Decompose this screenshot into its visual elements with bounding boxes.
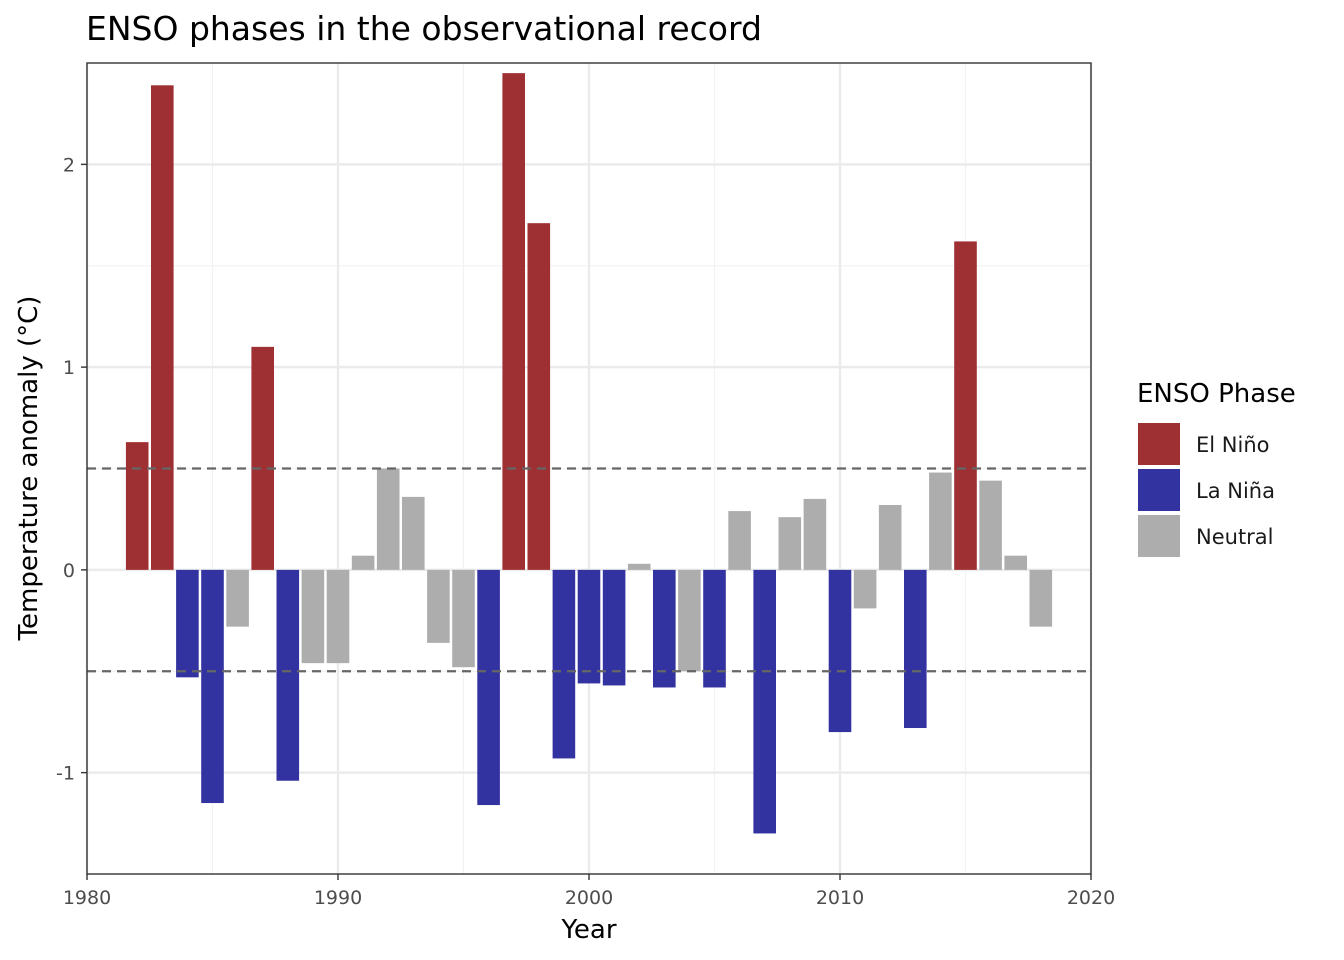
bar-2004 [678,569,701,672]
bar-1990 [326,569,350,664]
bar-1982 [125,442,149,570]
bar-2006 [728,511,751,570]
x-axis-title: Year [560,915,616,945]
legend-swatch [1138,515,1180,557]
bar-2002 [627,563,651,570]
y-axis: -1 0 1 2 [56,154,87,785]
bar-1986 [226,569,249,627]
bar-2001 [602,569,626,686]
bar-1995 [452,569,475,668]
y-tick-label: 2 [63,154,75,176]
x-tick-label: 2020 [1067,887,1115,909]
legend-label: Neutral [1196,525,1274,549]
x-tick-label: 1980 [63,887,111,909]
bar-1996 [477,569,500,806]
legend-label: La Niña [1196,479,1275,503]
legend: ENSO Phase El Niño La Niña Neutral [1137,379,1296,557]
legend-swatch [1138,469,1180,511]
bar-2013 [904,569,927,729]
bar-2014 [929,472,952,570]
x-axis: 1980 1990 2000 2010 2020 [63,874,1115,909]
bar-1988 [276,569,300,781]
bar-2018 [1029,569,1053,627]
legend-title: ENSO Phase [1137,379,1296,409]
legend-label: El Niño [1196,433,1269,457]
y-tick-label: 0 [63,560,75,582]
bar-2003 [653,569,676,688]
bar-2005 [703,569,726,688]
bar-2015 [954,241,977,570]
bar-2007 [753,569,776,834]
bar-1985 [201,569,224,804]
bars [125,73,1053,834]
bar-2010 [828,569,852,733]
bar-1999 [552,569,576,759]
bar-1998 [527,223,551,570]
bar-2011 [853,569,877,609]
x-tick-label: 2000 [565,887,613,909]
bar-2012 [878,504,902,570]
bar-2009 [803,498,827,570]
bar-1994 [427,569,450,643]
bar-1991 [351,555,375,570]
chart-title: ENSO phases in the observational record [86,9,762,48]
bar-1997 [502,73,525,570]
bar-2008 [778,517,802,570]
bar-2016 [979,480,1002,570]
reference-lines [87,467,1091,673]
x-tick-label: 2010 [816,887,864,909]
x-tick-label: 1990 [314,887,362,909]
legend-swatch [1138,423,1180,465]
y-axis-title: Temperature anomaly (°C) [14,296,44,642]
bar-1993 [402,496,425,570]
y-tick-label: -1 [56,763,75,785]
bar-1984 [176,569,199,678]
bar-1992 [376,468,400,570]
bar-2017 [1004,555,1027,570]
y-tick-label: 1 [63,357,75,379]
bar-1989 [301,569,325,664]
bar-2000 [577,569,601,684]
bar-1983 [151,85,174,570]
bar-1987 [251,346,274,570]
